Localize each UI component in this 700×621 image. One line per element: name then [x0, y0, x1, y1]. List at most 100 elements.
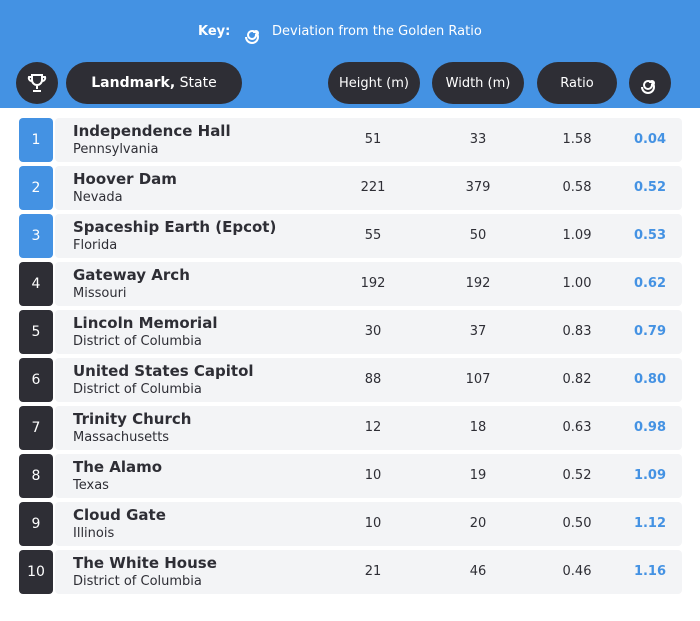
deviation-cell: 1.12 [633, 516, 667, 531]
landmark-name: Trinity Church [73, 410, 192, 428]
rank-badge: 8 [19, 454, 53, 498]
row-background [55, 502, 682, 546]
rank-badge: 3 [19, 214, 53, 258]
key-text: Deviation from the Golden Ratio [272, 24, 482, 39]
ratio-cell: 0.63 [562, 420, 592, 435]
deviation-cell: 0.62 [633, 276, 667, 291]
state-header-text: State [179, 75, 217, 91]
landmark-name: The Alamo [73, 458, 163, 476]
ratio-cell: 0.83 [562, 324, 592, 339]
rank-badge: 4 [19, 262, 53, 306]
deviation-cell: 0.53 [633, 228, 667, 243]
deviation-cell: 0.98 [633, 420, 667, 435]
ratio-cell: 1.09 [562, 228, 592, 243]
height-cell: 88 [364, 372, 382, 387]
deviation-cell: 0.80 [633, 372, 667, 387]
row-background [55, 262, 682, 306]
ratio-cell: 1.00 [562, 276, 592, 291]
rank-badge: 5 [19, 310, 53, 354]
landmark-name: Hoover Dam [73, 170, 177, 188]
height-cell: 10 [364, 468, 382, 483]
width-header: Width (m) [432, 62, 524, 104]
trophy-header [16, 62, 58, 104]
table-row: 1 Independence Hall Pennsylvania 51 33 1.58 0.… [19, 118, 682, 162]
width-cell: 33 [469, 132, 487, 147]
row-background [55, 454, 682, 498]
ratio-cell: 0.58 [562, 180, 592, 195]
height-cell: 30 [364, 324, 382, 339]
width-cell: 192 [465, 276, 491, 291]
row-background [55, 310, 682, 354]
table-row: 2 Hoover Dam Nevada 221 379 0.58 0.52 [19, 166, 682, 210]
landmark-header: Landmark, State [66, 62, 242, 104]
state-name: Pennsylvania [73, 142, 159, 157]
state-name: District of Columbia [73, 382, 202, 397]
state-name: District of Columbia [73, 574, 202, 589]
table-row: 8 The Alamo Texas 10 19 0.52 1.09 [19, 454, 682, 498]
row-background [55, 550, 682, 594]
deviation-cell: 1.09 [633, 468, 667, 483]
landmark-name: The White House [73, 554, 217, 572]
state-name: Texas [73, 478, 109, 493]
landmark-name: Gateway Arch [73, 266, 190, 284]
ratio-cell: 0.82 [562, 372, 592, 387]
row-background [55, 166, 682, 210]
deviation-cell: 0.52 [633, 180, 667, 195]
height-cell: 21 [364, 564, 382, 579]
rank-badge: 9 [19, 502, 53, 546]
height-cell: 10 [364, 516, 382, 531]
row-background [55, 406, 682, 450]
state-name: Massachusetts [73, 430, 170, 445]
width-cell: 37 [469, 324, 487, 339]
state-name: Illinois [73, 526, 115, 541]
rank-badge: 10 [19, 550, 53, 594]
table-row: 9 Cloud Gate Illinois 10 20 0.50 1.12 [19, 502, 682, 546]
table-row: 3 Spaceship Earth (Epcot) Florida 55 50 1.09 0… [19, 214, 682, 258]
state-name: Florida [73, 238, 118, 253]
table-row: 6 United States Capitol District of Columb… [19, 358, 682, 402]
deviation-cell: 0.04 [633, 132, 667, 147]
row-background [55, 358, 682, 402]
ratio-cell: 1.58 [562, 132, 592, 147]
rank-badge: 1 [19, 118, 53, 162]
landmark-name: Spaceship Earth (Epcot) [73, 218, 277, 236]
width-cell: 18 [469, 420, 487, 435]
state-name: District of Columbia [73, 334, 202, 349]
ratio-cell: 0.50 [562, 516, 592, 531]
landmark-header-text: Landmark, [91, 75, 176, 91]
ratio-header: Ratio [537, 62, 617, 104]
width-cell: 107 [465, 372, 491, 387]
trophy-icon [27, 74, 47, 92]
row-background [55, 118, 682, 162]
table-row: 4 Gateway Arch Missouri 192 192 1.00 0.62 [19, 262, 682, 306]
deviation-cell: 1.16 [633, 564, 667, 579]
height-cell: 192 [360, 276, 386, 291]
deviation-header [629, 62, 671, 104]
width-cell: 19 [469, 468, 487, 483]
width-cell: 20 [469, 516, 487, 531]
width-cell: 50 [469, 228, 487, 243]
state-name: Missouri [73, 286, 127, 301]
table-row: 10 The White House District of Columbia 21 4… [19, 550, 682, 594]
width-cell: 379 [465, 180, 491, 195]
landmark-name: Lincoln Memorial [73, 314, 218, 332]
landmark-name: Independence Hall [73, 122, 231, 140]
state-name: Nevada [73, 190, 123, 205]
key-label: Key: [198, 24, 231, 39]
ratio-cell: 0.52 [562, 468, 592, 483]
height-cell: 12 [364, 420, 382, 435]
ratio-cell: 0.46 [562, 564, 592, 579]
rank-badge: 6 [19, 358, 53, 402]
row-background [55, 214, 682, 258]
height-header: Height (m) [328, 62, 420, 104]
table-row: 7 Trinity Church Massachusetts 12 18 0.63 0.98 [19, 406, 682, 450]
table-row: 5 Lincoln Memorial District of Columbia 30 3… [19, 310, 682, 354]
landmark-name: Cloud Gate [73, 506, 166, 524]
rank-badge: 7 [19, 406, 53, 450]
deviation-cell: 0.79 [633, 324, 667, 339]
spiral-icon [245, 29, 259, 44]
rank-badge: 2 [19, 166, 53, 210]
spiral-icon [641, 79, 655, 94]
height-cell: 221 [360, 180, 386, 195]
